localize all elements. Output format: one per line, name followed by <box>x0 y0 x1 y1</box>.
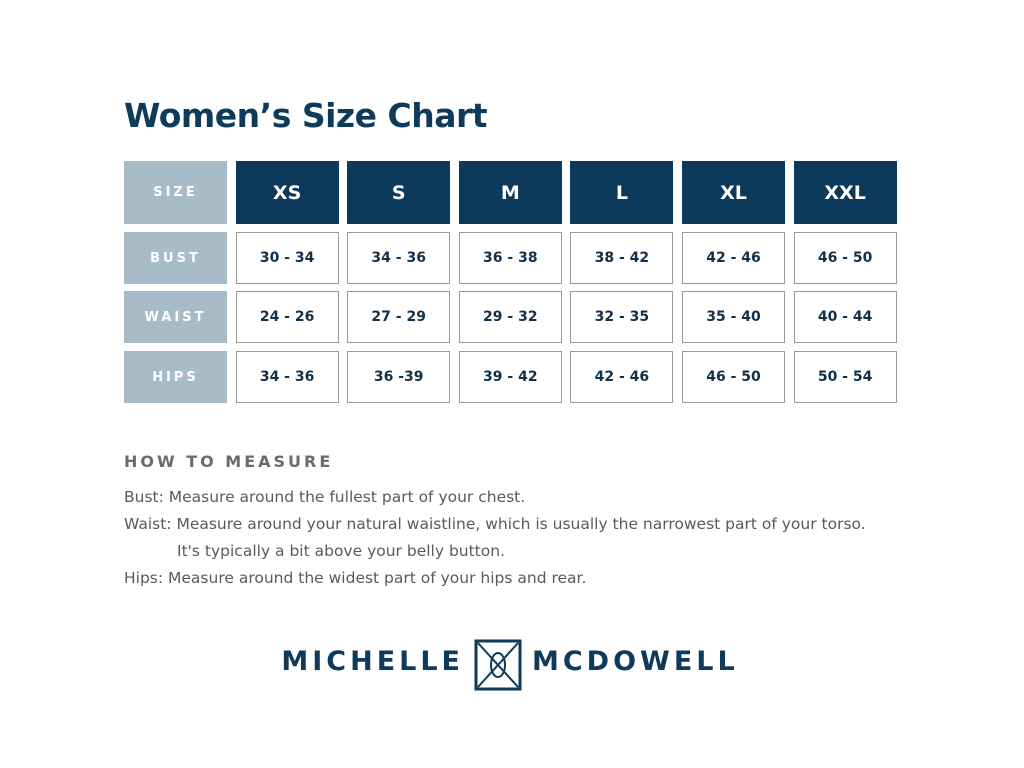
measure-cell: 30 - 34 <box>235 232 339 284</box>
row-label: SIZE <box>124 161 227 224</box>
instruction: Hips: Measure around the widest part of … <box>124 569 587 587</box>
measure-cell: 32 - 35 <box>570 291 674 343</box>
measure-cell: 34 - 36 <box>235 351 339 403</box>
measure-cell: 38 - 42 <box>570 232 674 284</box>
brand-right: MCDOWELL <box>532 646 739 677</box>
measure-cell: 34 - 36 <box>347 232 451 284</box>
size-header: L <box>570 161 674 224</box>
size-header: XXL <box>793 161 897 224</box>
section-heading: HOW TO MEASURE <box>124 452 334 471</box>
title: Women’s Size Chart <box>124 96 488 135</box>
measure-cell: 24 - 26 <box>235 291 339 343</box>
measure-cell: 46 - 50 <box>793 232 897 284</box>
measure-cell: 42 - 46 <box>682 232 785 284</box>
measure-cell: 35 - 40 <box>682 291 785 343</box>
measure-cell: 42 - 46 <box>570 351 674 403</box>
instruction: Waist: Measure around your natural waist… <box>124 515 866 533</box>
measure-cell: 39 - 42 <box>458 351 562 403</box>
size-header: XL <box>682 161 785 224</box>
brand-left: MICHELLE <box>281 646 464 677</box>
measure-cell: 46 - 50 <box>682 351 785 403</box>
size-header: XS <box>235 161 339 224</box>
measure-cell: 36 -39 <box>347 351 451 403</box>
size-header: M <box>458 161 562 224</box>
measure-cell: 50 - 54 <box>793 351 897 403</box>
brand-icon <box>474 639 522 691</box>
row-label: HIPS <box>124 351 227 403</box>
row-label: WAIST <box>124 291 227 343</box>
row-label: BUST <box>124 232 227 284</box>
measure-cell: 36 - 38 <box>458 232 562 284</box>
measure-cell: 29 - 32 <box>458 291 562 343</box>
instruction: It's typically a bit above your belly bu… <box>177 542 505 560</box>
measure-cell: 40 - 44 <box>793 291 897 343</box>
instruction: Bust: Measure around the fullest part of… <box>124 488 526 506</box>
size-header: S <box>347 161 451 224</box>
measure-cell: 27 - 29 <box>347 291 451 343</box>
